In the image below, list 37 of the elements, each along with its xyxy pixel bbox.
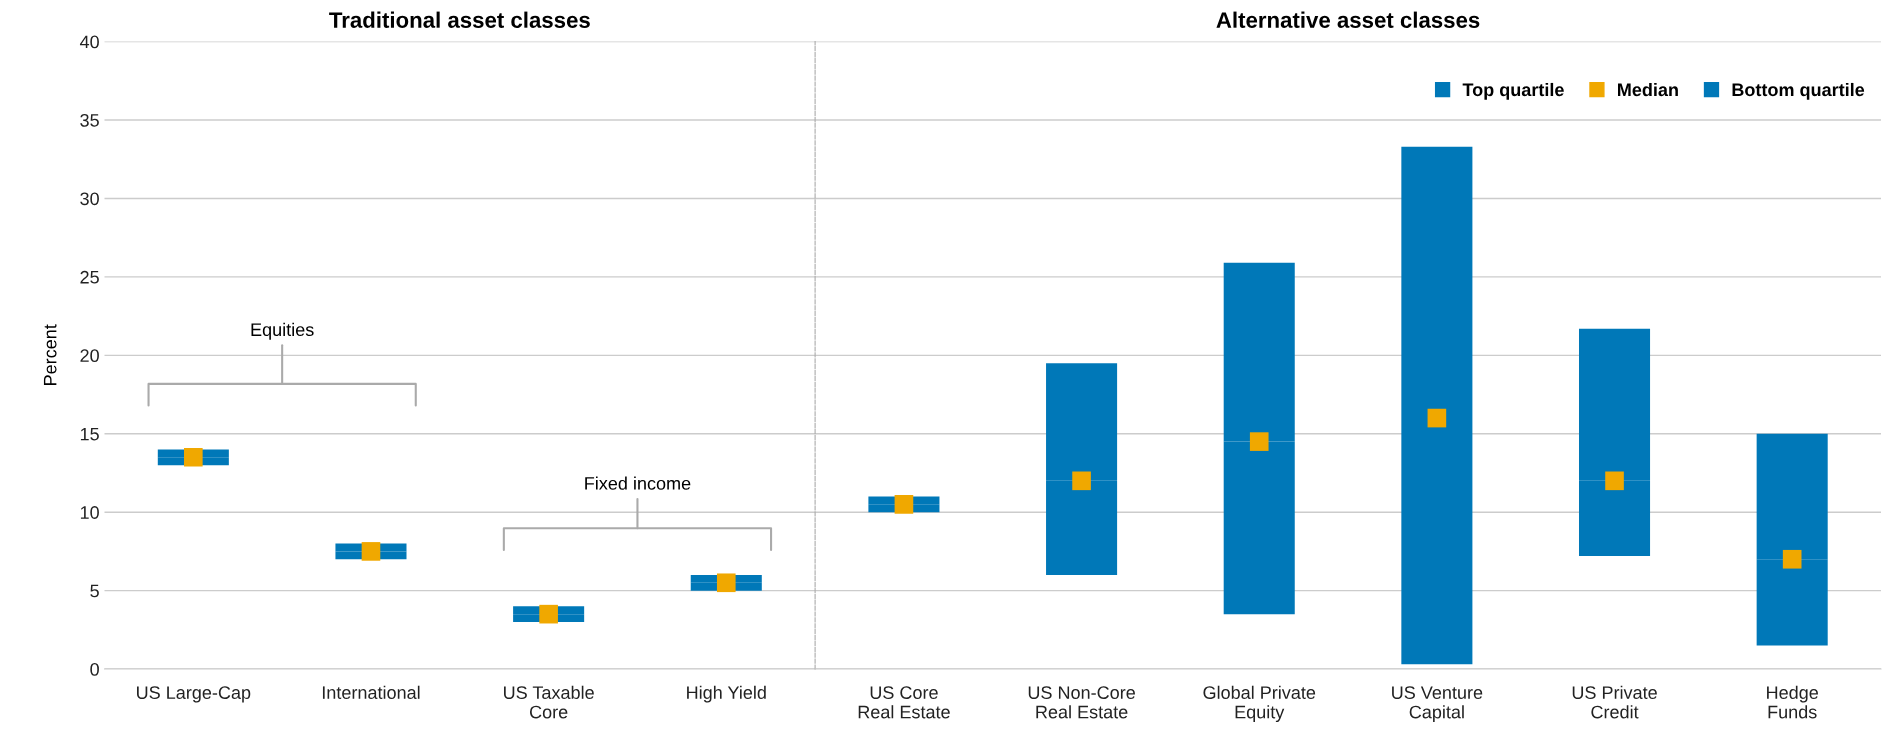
point <box>1249 432 1269 451</box>
annotation: Fixed income <box>585 476 691 490</box>
chart-title: Alternative asset classes <box>1216 11 1480 28</box>
y-tick-label: 30 <box>80 192 99 206</box>
y-tick-label: 10 <box>80 506 99 519</box>
legend-label: Top quartile <box>1462 82 1564 100</box>
y-tick-label: 40 <box>79 35 99 49</box>
point <box>361 542 381 561</box>
x-tick-label: Global Private Equity <box>1203 685 1316 723</box>
x-tick-label: Hedge Funds <box>1767 685 1818 719</box>
point <box>1427 408 1447 428</box>
x-tick-label: US Non-Core Real Estate <box>1028 686 1135 719</box>
y-tick-label: 20 <box>80 349 99 363</box>
x-tick-label: US Taxable Core <box>504 685 594 719</box>
chart-title: Traditional asset classes <box>329 11 590 28</box>
x-tick-label: US Private Credit <box>1572 685 1657 719</box>
legend-label: Bottom quartile <box>1732 82 1865 100</box>
point <box>1605 471 1624 491</box>
y-tick-label: 35 <box>80 113 99 127</box>
legend-label: Median <box>1618 82 1678 97</box>
point <box>184 447 203 467</box>
x-tick-label: High Yield <box>687 685 766 703</box>
point <box>1072 471 1091 491</box>
y-tick-label: 5 <box>90 584 99 598</box>
x-tick-label: International <box>322 685 420 699</box>
x-tick-label: US Large-Cap <box>137 686 251 703</box>
y-tick-label: 25 <box>80 270 99 284</box>
y-axis-title: Percent <box>43 324 57 385</box>
point <box>716 573 736 593</box>
y-tick-label: 15 <box>80 427 99 441</box>
point <box>539 604 558 624</box>
point <box>894 495 914 514</box>
point <box>1782 549 1802 569</box>
annotation: Equities <box>251 322 314 340</box>
y-tick-label: 0 <box>90 662 99 676</box>
x-tick-label: US Core Real Estate <box>858 686 950 719</box>
x-tick-label: US Venture Capital <box>1392 686 1483 723</box>
